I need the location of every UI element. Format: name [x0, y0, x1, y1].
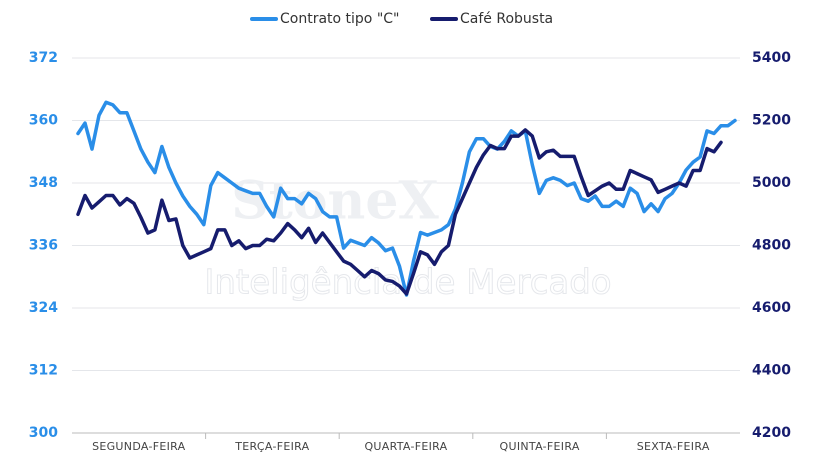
x-tick-label: SEGUNDA-FEIRA — [92, 440, 186, 453]
y2-tick-label: 4400 — [752, 363, 791, 379]
watermark-logo: StoneX — [231, 171, 439, 232]
y2-tick-label: 4200 — [752, 425, 791, 441]
y2-tick-label: 4600 — [752, 300, 791, 316]
y-tick-label: 372 — [29, 50, 58, 66]
x-tick-label: SEXTA-FEIRA — [637, 440, 710, 453]
y-tick-label: 360 — [29, 113, 58, 129]
y-tick-label: 348 — [29, 175, 58, 191]
y-tick-label: 336 — [29, 238, 58, 254]
x-tick-label: QUINTA-FEIRA — [500, 440, 580, 453]
x-tick-label: QUARTA-FEIRA — [364, 440, 447, 453]
legend-label: Café Robusta — [460, 11, 553, 27]
legend-label: Contrato tipo "C" — [280, 11, 399, 27]
y2-tick-label: 5400 — [752, 50, 791, 66]
y-tick-label: 324 — [29, 300, 58, 316]
y2-tick-label: 4800 — [752, 238, 791, 254]
x-tick-label: TERÇA-FEIRA — [234, 440, 309, 453]
series-line — [76, 128, 723, 296]
y2-tick-label: 5000 — [752, 175, 791, 191]
y-tick-label: 300 — [29, 425, 58, 441]
y2-tick-label: 5200 — [752, 113, 791, 129]
y-tick-label: 312 — [29, 363, 58, 379]
